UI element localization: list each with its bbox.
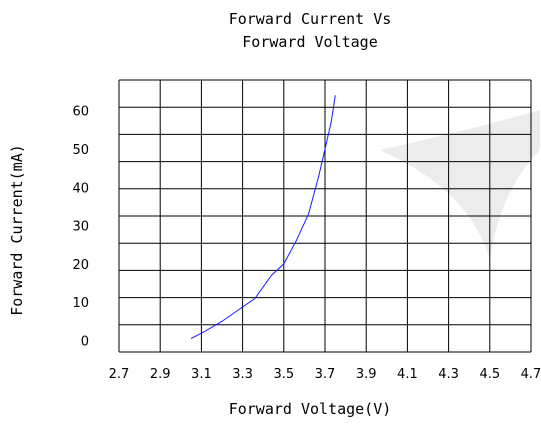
- x-tick-label: 2.9: [150, 367, 171, 382]
- x-tick-label: 3.1: [191, 367, 212, 382]
- x-tick-label: 3.7: [315, 367, 336, 382]
- series-layer: [190, 95, 336, 340]
- x-tick-label: 4.1: [397, 367, 418, 382]
- x-tick-labels: 2.7 2.9 3.1 3.3 3.5 3.7 3.9 4.1 4.3 4.5 4.7: [109, 367, 541, 382]
- x-tick-label: 4.5: [479, 367, 500, 382]
- y-tick-label: 20: [72, 258, 89, 273]
- chart-title-line-2: Forward Voltage: [242, 33, 377, 51]
- grid: [118, 79, 532, 353]
- watermark-shape: [380, 110, 540, 260]
- x-tick-label: 3.9: [356, 367, 377, 382]
- y-axis-label: Forward Current(mA): [8, 144, 26, 316]
- x-axis-label: Forward Voltage(V): [229, 400, 392, 418]
- x-tick-label: 2.7: [109, 367, 130, 382]
- x-tick-label: 3.5: [273, 367, 294, 382]
- x-tick-label: 4.3: [438, 367, 459, 382]
- series-line: [190, 95, 336, 340]
- y-tick-label: 40: [72, 181, 89, 196]
- chart-title-line-1: Forward Current Vs: [229, 10, 392, 28]
- y-tick-labels: 0 10 20 30 40 50 60: [72, 105, 89, 350]
- y-tick-label: 30: [72, 220, 89, 235]
- y-tick-label: 50: [72, 143, 89, 158]
- y-tick-label: 10: [72, 296, 89, 311]
- y-tick-label: 0: [81, 335, 89, 350]
- y-tick-label: 60: [72, 105, 89, 120]
- x-tick-label: 4.7: [521, 367, 541, 382]
- watermark-logo: [380, 110, 540, 260]
- x-tick-label: 3.3: [232, 367, 253, 382]
